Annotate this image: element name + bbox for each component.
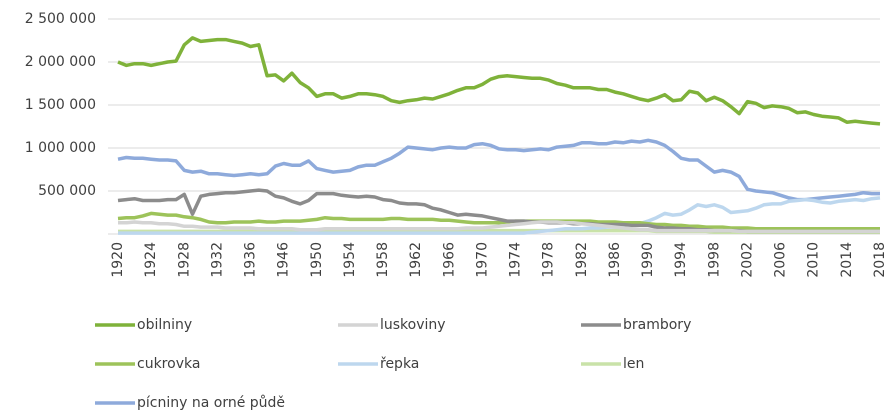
x-tick-label: 2018 (872, 242, 888, 278)
series-line (117, 36, 881, 126)
legend-label: cukrovka (137, 356, 200, 372)
y-tick-label: 2 000 000 (25, 54, 96, 70)
y-tick-label: 1 500 000 (25, 97, 96, 113)
x-tick-label: 2002 (739, 242, 755, 278)
series-line (117, 138, 880, 202)
x-tick-label: 1970 (474, 242, 490, 278)
legend-label: luskoviny (380, 317, 446, 333)
x-tick-label: 1936 (243, 242, 259, 278)
legend-label: obilniny (137, 317, 192, 333)
y-tick-label: 1 000 000 (25, 140, 96, 156)
x-tick-label: 1994 (673, 242, 689, 278)
x-tick-label: 2014 (839, 242, 855, 278)
x-tick-label: 1958 (375, 242, 391, 278)
x-tick-label: 1920 (110, 242, 126, 278)
x-tick-label: 1962 (408, 242, 424, 278)
y-tick-label: 500 000 (38, 183, 96, 199)
legend-label: brambory (623, 317, 691, 333)
x-tick-label: 1990 (640, 242, 656, 278)
x-tick-label: 1986 (607, 242, 623, 278)
x-tick-label: 1924 (143, 242, 159, 278)
legend-label: pícniny na orné půdě (137, 395, 285, 411)
x-tick-label: 1932 (209, 242, 225, 278)
x-tick-label: 2010 (806, 242, 822, 278)
x-tick-label: 1998 (706, 242, 722, 278)
legend-label: len (623, 356, 644, 372)
x-tick-label: 1950 (309, 242, 325, 278)
legend-label: řepka (380, 356, 419, 372)
x-tick-label: 1946 (276, 242, 292, 278)
x-tick-label: 1978 (541, 242, 557, 278)
series-line (118, 220, 880, 234)
series-line (118, 196, 881, 235)
x-tick-label: 2006 (773, 242, 789, 278)
x-tick-label: 1966 (441, 242, 457, 278)
x-tick-label: 1954 (342, 242, 358, 278)
y-tick-label: 2 500 000 (25, 11, 96, 27)
x-tick-label: 1982 (574, 242, 590, 278)
series-line (117, 211, 880, 231)
x-tick-label: 1974 (508, 242, 524, 278)
x-tick-label: 1928 (176, 242, 192, 278)
